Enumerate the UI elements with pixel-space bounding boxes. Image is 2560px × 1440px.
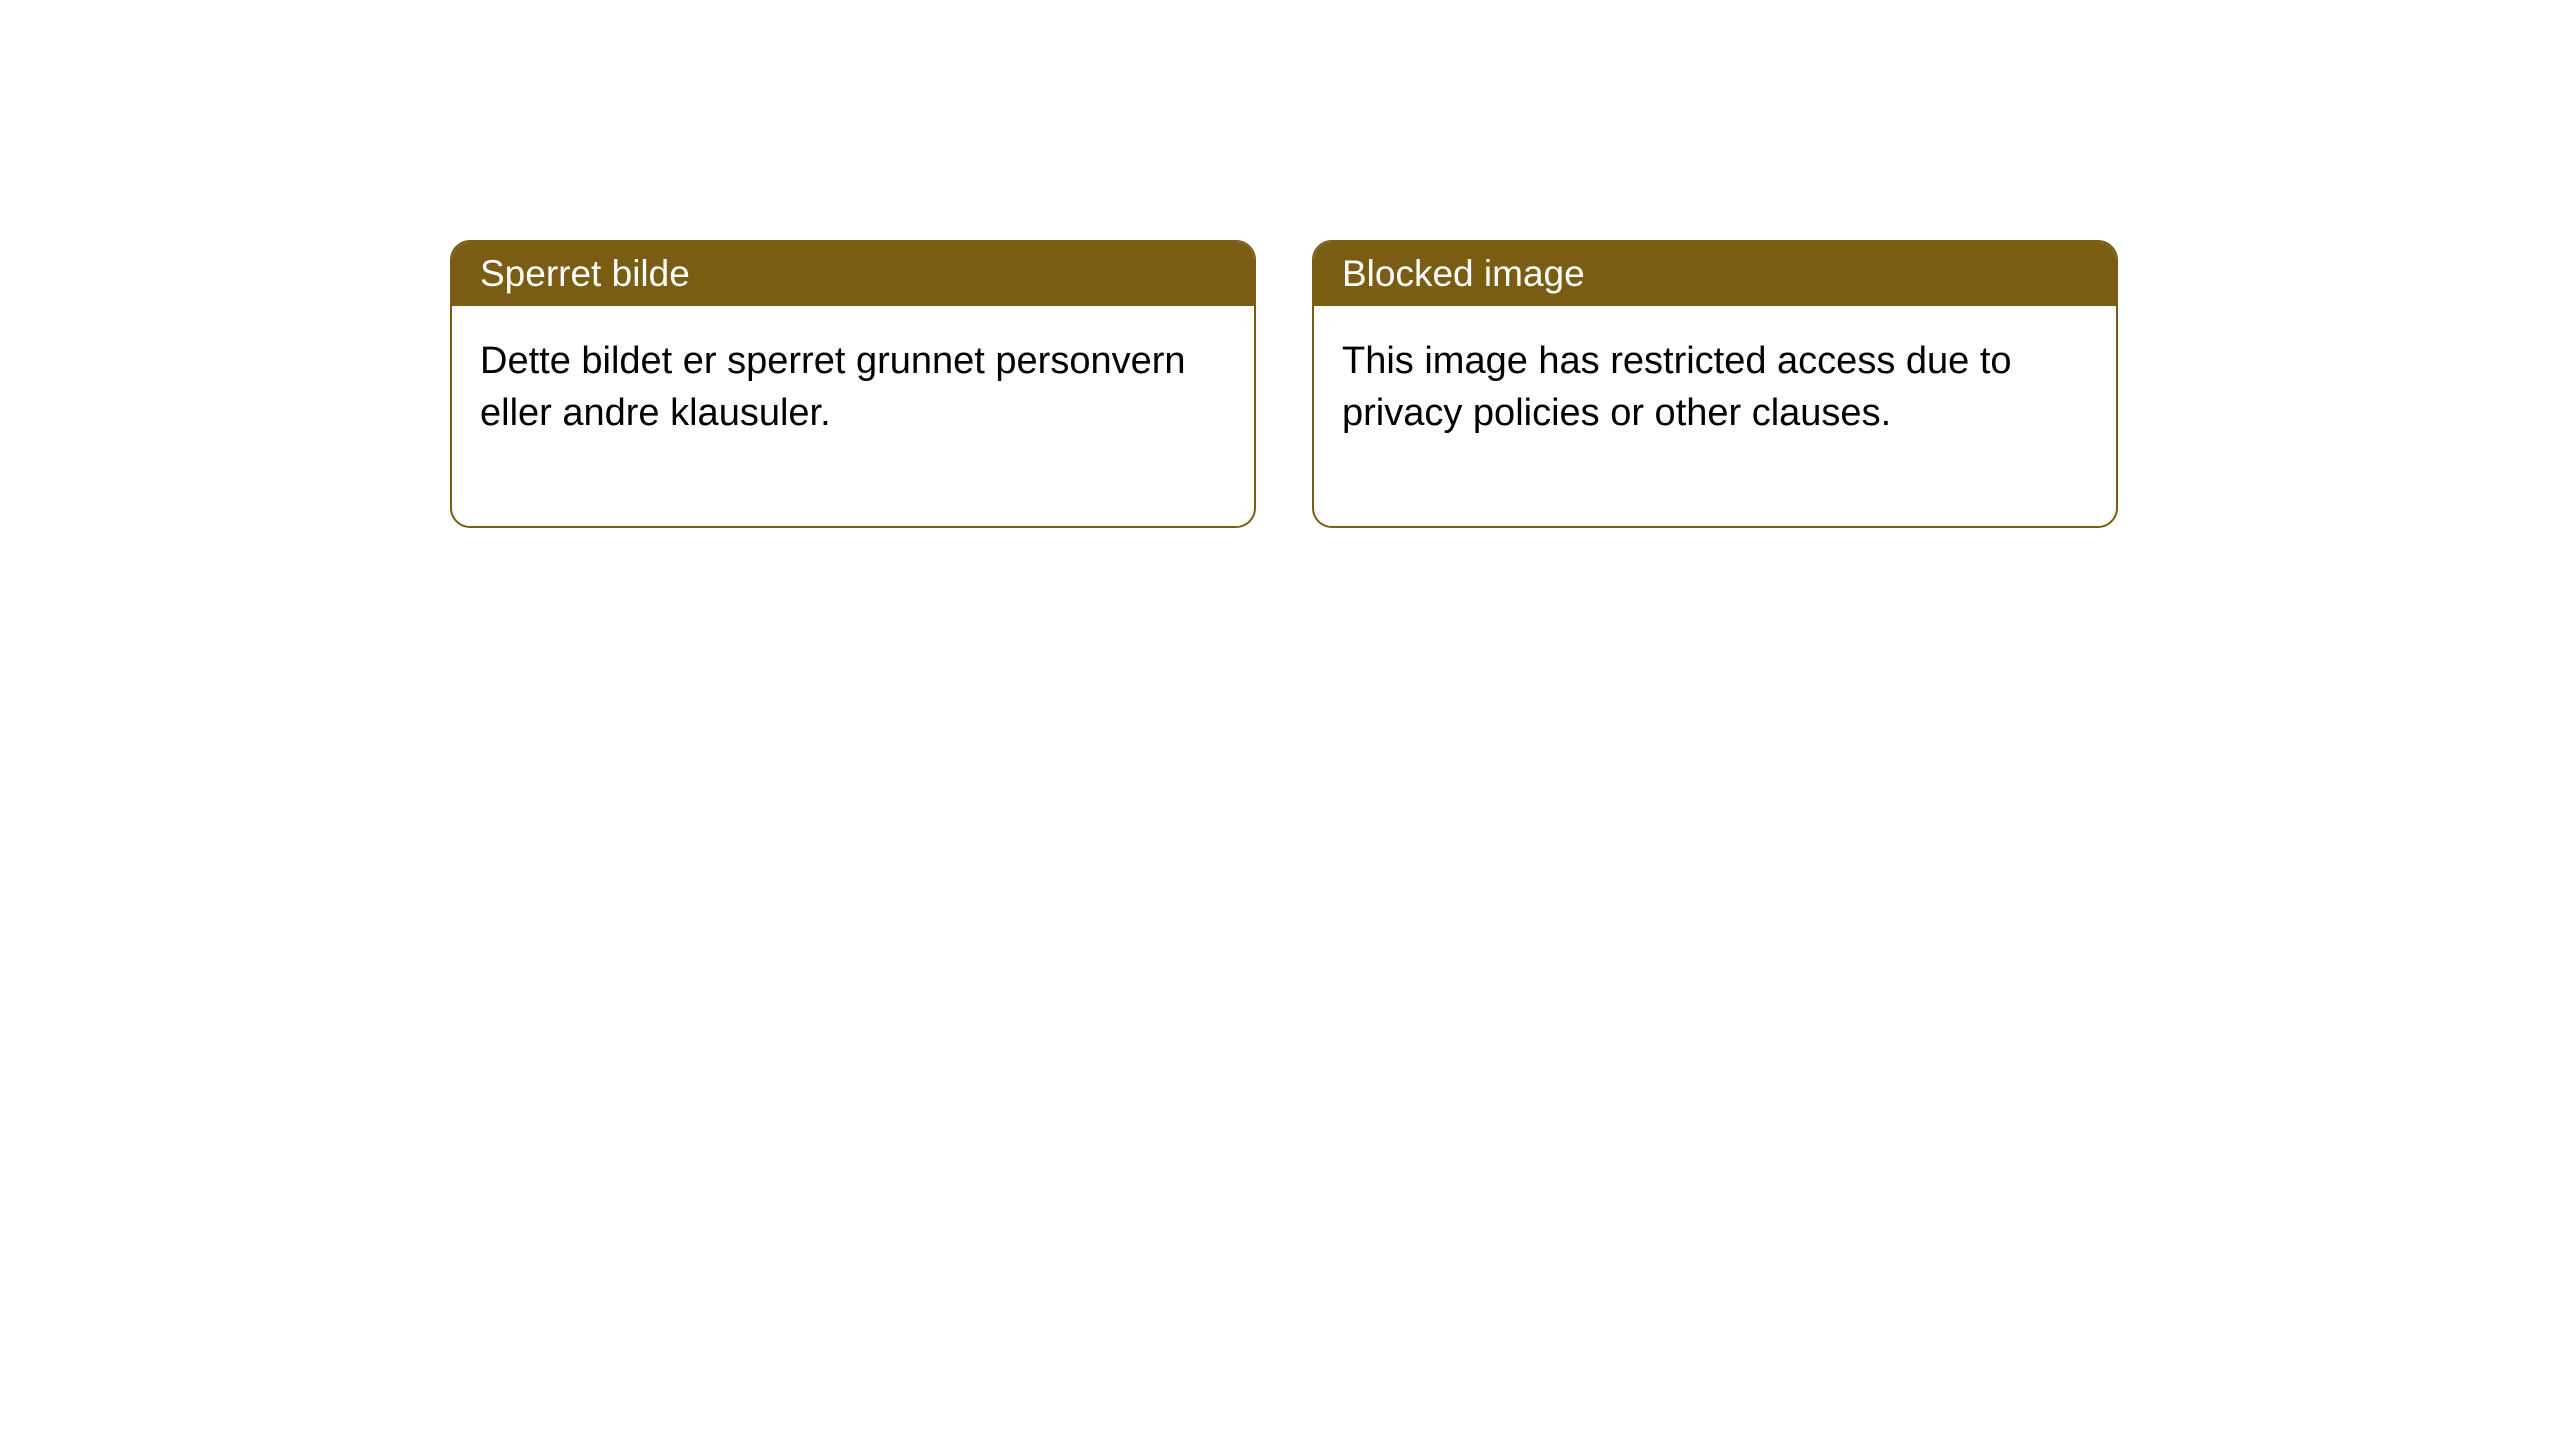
card-header: Sperret bilde <box>452 242 1254 306</box>
card-body-text: This image has restricted access due to … <box>1342 340 2012 433</box>
notice-cards-container: Sperret bilde Dette bildet er sperret gr… <box>0 0 2560 528</box>
card-header: Blocked image <box>1314 242 2116 306</box>
blocked-image-card-norwegian: Sperret bilde Dette bildet er sperret gr… <box>450 240 1256 528</box>
card-body: Dette bildet er sperret grunnet personve… <box>452 306 1254 526</box>
card-body-text: Dette bildet er sperret grunnet personve… <box>480 340 1186 433</box>
card-title: Blocked image <box>1342 253 1585 294</box>
blocked-image-card-english: Blocked image This image has restricted … <box>1312 240 2118 528</box>
card-body: This image has restricted access due to … <box>1314 306 2116 526</box>
card-title: Sperret bilde <box>480 253 690 294</box>
